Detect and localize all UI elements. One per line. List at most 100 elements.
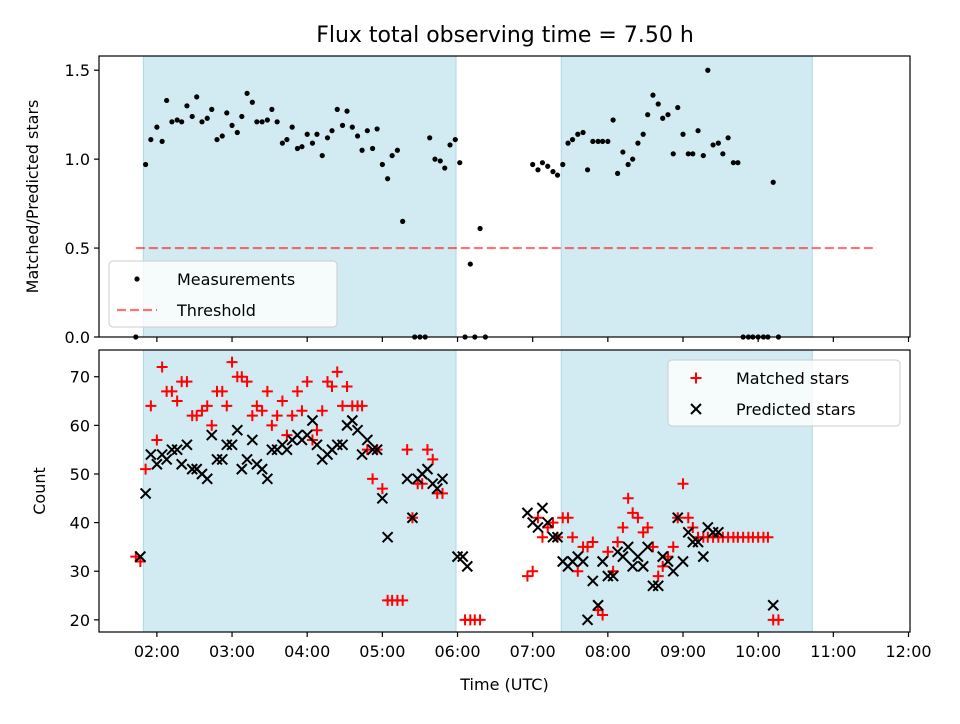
observing-window-shade <box>142 349 457 633</box>
data-point-1-42 <box>346 414 359 427</box>
y-tick-label: 1.5 <box>65 61 90 80</box>
data-point-1-47 <box>371 443 383 456</box>
data-point-0-14 <box>209 106 215 112</box>
data-point-0-70 <box>539 160 546 166</box>
data-point-0-1 <box>143 161 149 168</box>
data-point-0-21 <box>236 371 248 383</box>
data-point-0-59 <box>427 453 439 465</box>
data-point-1-40 <box>336 439 349 451</box>
data-point-1-61 <box>521 507 534 519</box>
data-point-0-3 <box>145 400 157 412</box>
data-point-0-19 <box>226 356 238 368</box>
data-point-0-7 <box>166 385 178 397</box>
data-point-0-78 <box>582 541 594 553</box>
data-point-0-60 <box>447 142 453 148</box>
data-point-0-81 <box>595 138 601 144</box>
legend-label: Threshold <box>176 301 256 320</box>
data-point-0-84 <box>610 117 616 123</box>
data-point-0-57 <box>432 156 438 162</box>
data-point-0-68 <box>530 161 536 168</box>
data-point-1-16 <box>216 453 228 466</box>
data-point-0-72 <box>550 169 556 175</box>
data-point-0-47 <box>374 126 380 132</box>
data-point-1-48 <box>376 492 389 505</box>
data-point-1-29 <box>281 443 293 456</box>
data-point-0-91 <box>647 541 659 553</box>
data-point-1-20 <box>236 463 248 475</box>
data-point-0-47 <box>367 473 379 485</box>
legend-label: Measurements <box>177 270 295 289</box>
data-point-0-5 <box>164 97 170 104</box>
data-point-1-57 <box>436 473 449 485</box>
data-point-1-3 <box>151 458 163 470</box>
data-point-1-2 <box>145 448 157 461</box>
data-point-0-10 <box>189 113 195 120</box>
data-point-0-85 <box>617 521 629 533</box>
data-point-0-4 <box>159 138 165 144</box>
data-point-1-89 <box>662 555 674 568</box>
data-point-0-28 <box>271 410 283 422</box>
x-tick-label: 08:00 <box>585 642 631 661</box>
data-point-1-19 <box>231 424 244 436</box>
data-point-1-59 <box>457 550 469 563</box>
figure-title: Flux total observing time = 7.50 h <box>316 23 694 48</box>
data-point-1-63 <box>532 521 544 534</box>
data-point-0-18 <box>221 400 233 412</box>
data-point-0-37 <box>324 135 331 141</box>
data-point-1-72 <box>577 555 589 568</box>
data-point-0-79 <box>587 536 599 548</box>
data-point-1-78 <box>607 570 619 582</box>
data-point-0-14 <box>201 400 213 412</box>
data-point-0-13 <box>204 115 210 121</box>
data-point-0-24 <box>251 400 263 412</box>
data-point-0-74 <box>560 161 566 168</box>
y-tick-label: 20 <box>70 611 90 630</box>
data-point-0-66 <box>521 570 533 582</box>
data-point-0-89 <box>635 140 641 146</box>
y-tick-label: 0.5 <box>65 239 90 258</box>
data-point-0-12 <box>199 119 205 125</box>
data-point-0-4 <box>151 434 163 446</box>
x-tick-label: 12:00 <box>885 642 931 661</box>
data-point-0-67 <box>527 565 539 577</box>
data-point-1-87 <box>652 580 664 592</box>
legend-marker-plus <box>690 372 702 384</box>
data-point-0-18 <box>229 122 235 128</box>
data-point-0-85 <box>615 170 621 176</box>
x-tick-label: 04:00 <box>284 642 330 661</box>
data-point-1-54 <box>421 463 434 475</box>
data-point-0-69 <box>536 531 548 543</box>
y-tick-label: 30 <box>70 562 90 581</box>
data-point-1-99 <box>712 526 725 539</box>
data-point-0-11 <box>194 94 200 100</box>
data-point-0-83 <box>605 138 611 144</box>
data-point-1-8 <box>175 458 188 470</box>
data-point-0-49 <box>376 483 388 495</box>
data-point-0-3 <box>154 124 160 130</box>
data-point-0-34 <box>309 140 316 146</box>
data-point-0-27 <box>274 119 280 125</box>
data-point-1-67 <box>551 531 564 543</box>
data-point-0-88 <box>630 156 636 162</box>
data-point-0-65 <box>474 614 486 626</box>
data-point-0-71 <box>545 163 551 169</box>
data-point-1-44 <box>356 448 368 461</box>
data-point-1-84 <box>637 560 649 573</box>
x-tick-label: 09:00 <box>660 642 706 661</box>
data-point-0-16 <box>219 133 225 139</box>
data-point-0-50 <box>389 152 395 159</box>
data-point-0-33 <box>304 131 310 137</box>
x-tick-label: 05:00 <box>359 642 405 661</box>
legend-box <box>667 359 901 427</box>
data-point-0-31 <box>294 145 301 152</box>
data-point-0-39 <box>326 380 338 392</box>
data-point-0-36 <box>311 424 323 436</box>
x-tick-label: 06:00 <box>434 642 480 661</box>
data-point-1-35 <box>311 439 323 451</box>
data-point-0-40 <box>339 122 346 128</box>
data-point-0-75 <box>565 140 571 146</box>
data-point-0-46 <box>369 145 376 152</box>
data-point-1-51 <box>406 512 419 524</box>
data-point-0-25 <box>264 117 270 123</box>
